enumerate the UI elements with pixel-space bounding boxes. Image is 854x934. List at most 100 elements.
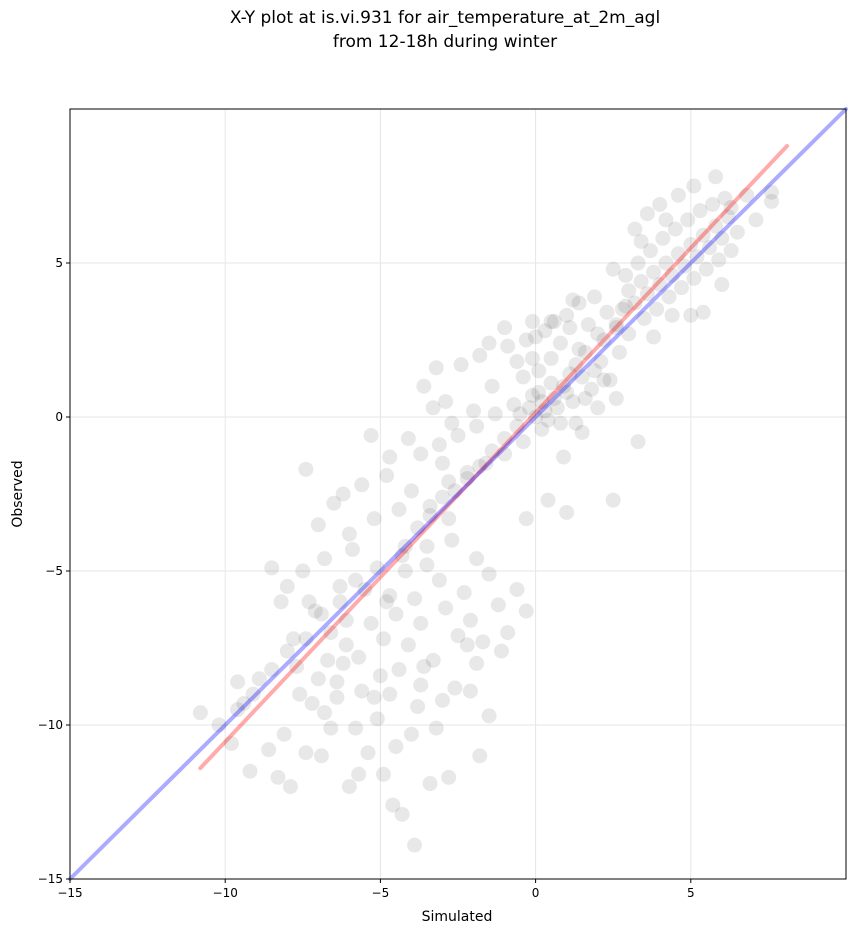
data-point-182: [621, 283, 637, 299]
data-point-138: [556, 449, 572, 465]
data-point-38: [351, 766, 367, 782]
data-point-61: [425, 652, 441, 668]
data-point-40: [273, 594, 289, 610]
data-point-30: [422, 776, 438, 792]
data-point-247: [410, 520, 426, 536]
data-point-121: [528, 329, 544, 345]
y-tick-label-1: −10: [38, 718, 63, 732]
data-point-175: [571, 295, 587, 311]
data-point-198: [720, 209, 736, 225]
data-point-268: [419, 538, 435, 554]
data-point-219: [639, 206, 655, 222]
y-tick-label-2: −5: [45, 564, 63, 578]
data-point-86: [372, 668, 388, 684]
data-point-11: [298, 745, 314, 761]
data-point-221: [670, 187, 686, 203]
data-point-8: [276, 726, 292, 742]
data-point-28: [407, 837, 423, 853]
data-point-120: [500, 338, 516, 354]
data-point-53: [376, 631, 392, 647]
data-point-29: [413, 677, 429, 693]
data-point-162: [552, 335, 568, 351]
data-point-84: [301, 594, 317, 610]
x-axis-label: Simulated: [422, 909, 493, 925]
data-point-70: [481, 566, 497, 582]
data-point-140: [521, 400, 537, 416]
data-point-143: [546, 391, 562, 407]
data-point-94: [366, 511, 382, 527]
data-point-76: [279, 578, 295, 594]
chart-title-line-1: X-Y plot at is.vi.931 for air_temperatur…: [230, 8, 660, 28]
data-point-5: [251, 671, 267, 687]
data-point-57: [400, 637, 416, 653]
data-point-146: [574, 369, 590, 385]
data-point-62: [431, 572, 447, 588]
data-point-262: [245, 686, 261, 702]
data-point-234: [611, 344, 627, 360]
y-tick-label-0: −15: [38, 872, 63, 886]
data-point-180: [608, 317, 624, 333]
data-point-189: [664, 267, 680, 283]
data-point-52: [369, 560, 385, 576]
data-point-251: [459, 471, 475, 487]
data-point-103: [459, 464, 475, 480]
data-point-269: [441, 511, 457, 527]
data-point-263: [230, 702, 246, 718]
data-point-243: [605, 261, 621, 277]
data-point-149: [602, 372, 618, 388]
data-point-132: [335, 486, 351, 502]
data-point-161: [543, 350, 559, 366]
data-point-23: [376, 766, 392, 782]
data-point-109: [515, 434, 531, 450]
data-point-49: [351, 649, 367, 665]
data-point-105: [478, 455, 494, 471]
data-point-196: [708, 218, 724, 234]
data-point-73: [509, 581, 525, 597]
data-point-97: [403, 483, 419, 499]
data-point-31: [428, 720, 444, 736]
data-point-266: [379, 594, 395, 610]
data-point-45: [323, 625, 339, 641]
data-point-6: [261, 742, 277, 758]
data-point-194: [695, 227, 711, 243]
plot-frame: [69, 108, 847, 880]
data-point-74: [518, 603, 534, 619]
ticks-layer: −15 −10 −5 0 5 −15 −10 −5 0 5: [38, 256, 695, 900]
data-point-17: [335, 655, 351, 671]
data-point-107: [497, 446, 513, 462]
x-tick-label-3: 0: [532, 886, 540, 900]
data-point-58: [407, 591, 423, 607]
data-point-39: [313, 748, 329, 764]
data-point-3: [236, 695, 252, 711]
data-point-163: [562, 320, 578, 336]
data-point-191: [677, 258, 693, 274]
data-point-98: [413, 446, 429, 462]
data-point-123: [484, 378, 500, 394]
data-point-85: [320, 652, 336, 668]
data-point-211: [661, 289, 677, 305]
data-point-117: [416, 378, 432, 394]
data-point-197: [714, 230, 730, 246]
data-point-212: [673, 280, 689, 296]
data-point-242: [565, 292, 581, 308]
data-point-93: [354, 477, 370, 493]
data-point-142: [537, 403, 553, 419]
data-point-36: [434, 692, 450, 708]
data-point-204: [680, 212, 696, 228]
data-point-193: [689, 249, 705, 265]
data-point-217: [729, 224, 745, 240]
data-point-60: [419, 557, 435, 573]
data-point-238: [608, 391, 624, 407]
data-point-141: [531, 384, 547, 400]
data-point-0: [192, 705, 208, 721]
data-point-153: [540, 412, 556, 428]
data-point-151: [528, 409, 544, 425]
data-point-259: [298, 631, 314, 647]
data-point-113: [552, 415, 568, 431]
data-point-135: [559, 504, 575, 520]
data-point-99: [422, 498, 438, 514]
data-point-159: [596, 332, 612, 348]
data-point-195: [701, 240, 717, 256]
data-point-260: [279, 643, 295, 659]
data-point-179: [481, 335, 497, 351]
